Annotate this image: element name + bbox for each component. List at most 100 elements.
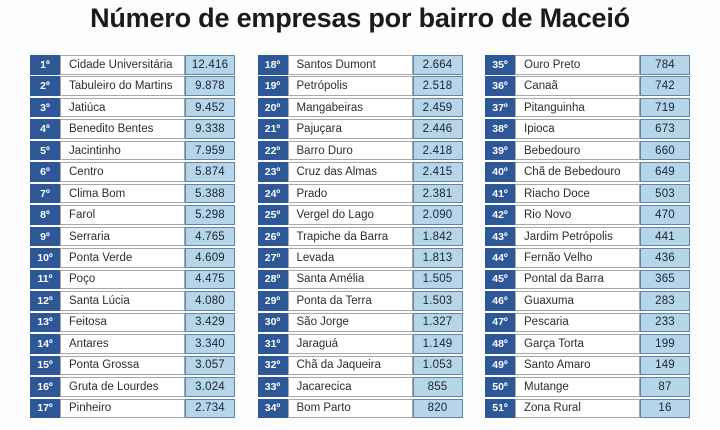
tables-container: 1º Cidade Universitária 12.416 2º Tabuleiro … bbox=[0, 55, 720, 418]
empresas-value-cell: 12.416 bbox=[185, 55, 235, 75]
bairro-name-cell: Mutange bbox=[515, 377, 640, 397]
bairro-name-cell: Jacarecica bbox=[287, 377, 413, 397]
empresas-value-cell: 441 bbox=[640, 226, 690, 247]
table-row: 14º Antares 3.340 bbox=[30, 334, 235, 354]
bairro-name-cell: Guaxuma bbox=[515, 291, 640, 311]
rank-cell: 51º bbox=[485, 398, 515, 418]
rank-cell: 50º bbox=[485, 377, 515, 397]
table-row: 50º Mutange 87 bbox=[485, 377, 690, 397]
empresas-value-cell: 3.024 bbox=[185, 377, 235, 397]
empresas-value-cell: 1.053 bbox=[412, 355, 463, 376]
empresas-value-cell: 4.765 bbox=[185, 226, 235, 247]
bairro-name-cell: Poço bbox=[60, 269, 185, 290]
table-row: 11º Poço 4.475 bbox=[30, 269, 235, 290]
bairro-name-cell: Ouro Preto bbox=[515, 55, 640, 75]
bairro-name-cell: Petrópolis bbox=[287, 76, 413, 96]
table-row: 41º Riacho Doce 503 bbox=[485, 183, 690, 204]
rank-cell: 11º bbox=[30, 269, 60, 290]
table-row: 23º Cruz das Almas 2.415 bbox=[257, 162, 463, 182]
empresas-value-cell: 3.057 bbox=[185, 355, 235, 376]
empresas-value-cell: 1.503 bbox=[412, 291, 463, 311]
empresas-value-cell: 784 bbox=[640, 55, 690, 75]
rank-cell: 15º bbox=[30, 355, 60, 376]
rank-cell: 12º bbox=[30, 291, 60, 311]
rank-cell: 34º bbox=[257, 398, 288, 418]
bairro-name-cell: Ponta da Terra bbox=[287, 291, 413, 311]
empresas-value-cell: 1.813 bbox=[412, 248, 463, 268]
bairro-name-cell: Barro Duro bbox=[287, 140, 413, 161]
bairro-name-cell: Santa Amélia bbox=[287, 269, 413, 290]
rank-cell: 26º bbox=[257, 226, 288, 247]
rank-cell: 3º bbox=[30, 97, 60, 118]
table-row: 20º Mangabeiras 2.459 bbox=[257, 97, 463, 118]
rank-cell: 14º bbox=[30, 334, 60, 354]
empresas-value-cell: 855 bbox=[412, 377, 463, 397]
empresas-value-cell: 7.959 bbox=[185, 140, 235, 161]
empresas-value-cell: 149 bbox=[640, 355, 690, 376]
empresas-value-cell: 649 bbox=[640, 162, 690, 182]
bairro-name-cell: Canaã bbox=[515, 76, 640, 96]
empresas-value-cell: 4.080 bbox=[185, 291, 235, 311]
table-row: 24º Prado 2.381 bbox=[257, 183, 463, 204]
rank-cell: 24º bbox=[257, 183, 288, 204]
rank-cell: 1º bbox=[30, 55, 60, 75]
empresas-value-cell: 9.878 bbox=[185, 76, 235, 96]
rank-cell: 4º bbox=[30, 119, 60, 139]
table-row: 2º Tabuleiro do Martins 9.878 bbox=[30, 76, 235, 96]
rank-cell: 44º bbox=[485, 248, 515, 268]
table-row: 39º Bebedouro 660 bbox=[485, 140, 690, 161]
rank-cell: 30º bbox=[257, 312, 288, 333]
bairro-name-cell: Serraria bbox=[60, 226, 185, 247]
table-row: 47º Pescaria 233 bbox=[485, 312, 690, 333]
rank-cell: 27º bbox=[257, 248, 288, 268]
empresas-value-cell: 2.418 bbox=[412, 140, 463, 161]
empresas-value-cell: 2.090 bbox=[412, 205, 463, 225]
empresas-value-cell: 5.298 bbox=[185, 205, 235, 225]
rank-cell: 32º bbox=[257, 355, 288, 376]
ranking-table-3: 35º Ouro Preto 784 36º Canaã 742 37º Pitanguinh… bbox=[485, 55, 690, 418]
bairro-name-cell: Pescaria bbox=[515, 312, 640, 333]
bairro-name-cell: Ponta Grossa bbox=[60, 355, 185, 376]
bairro-name-cell: Centro bbox=[60, 162, 185, 182]
table-row: 33º Jacarecica 855 bbox=[257, 377, 463, 397]
bairro-name-cell: Fernão Velho bbox=[515, 248, 640, 268]
rank-cell: 47º bbox=[485, 312, 515, 333]
rank-cell: 33º bbox=[257, 377, 288, 397]
ranking-table-1: 1º Cidade Universitária 12.416 2º Tabuleiro … bbox=[30, 55, 235, 418]
table-row: 13º Feitosa 3.429 bbox=[30, 312, 235, 333]
rank-cell: 43º bbox=[485, 226, 515, 247]
bairro-name-cell: Farol bbox=[60, 205, 185, 225]
rank-cell: 7º bbox=[30, 183, 60, 204]
empresas-value-cell: 1.505 bbox=[412, 269, 463, 290]
bairro-name-cell: Feitosa bbox=[60, 312, 185, 333]
empresas-value-cell: 4.475 bbox=[185, 269, 235, 290]
table-row: 5º Jacintinho 7.959 bbox=[30, 140, 235, 161]
table-row: 10º Ponta Verde 4.609 bbox=[30, 248, 235, 268]
empresas-value-cell: 283 bbox=[640, 291, 690, 311]
empresas-value-cell: 503 bbox=[640, 183, 690, 204]
table-row: 37º Pitanguinha 719 bbox=[485, 97, 690, 118]
empresas-value-cell: 2.664 bbox=[412, 55, 463, 75]
rank-cell: 8º bbox=[30, 205, 60, 225]
empresas-value-cell: 199 bbox=[640, 334, 690, 354]
table-row: 18º Santos Dumont 2.664 bbox=[257, 55, 463, 75]
empresas-value-cell: 87 bbox=[640, 377, 690, 397]
rank-cell: 19º bbox=[257, 76, 288, 96]
table-row: 48º Garça Torta 199 bbox=[485, 334, 690, 354]
rank-cell: 38º bbox=[485, 119, 515, 139]
bairro-name-cell: Vergel do Lago bbox=[287, 205, 413, 225]
bairro-name-cell: Cruz das Almas bbox=[287, 162, 413, 182]
bairro-name-cell: Pinheiro bbox=[60, 398, 185, 418]
table-row: 49º Santo Amaro 149 bbox=[485, 355, 690, 376]
table-row: 43º Jardim Petrópolis 441 bbox=[485, 226, 690, 247]
bairro-name-cell: Clima Bom bbox=[60, 183, 185, 204]
table-row: 22º Barro Duro 2.418 bbox=[257, 140, 463, 161]
table-row: 32º Chã da Jaqueira 1.053 bbox=[257, 355, 463, 376]
empresas-value-cell: 1.842 bbox=[412, 226, 463, 247]
empresas-value-cell: 9.338 bbox=[185, 119, 235, 139]
empresas-value-cell: 2.734 bbox=[185, 398, 235, 418]
table-row: 40º Chã de Bebedouro 649 bbox=[485, 162, 690, 182]
rank-cell: 48º bbox=[485, 334, 515, 354]
rank-cell: 29º bbox=[257, 291, 288, 311]
bairro-name-cell: Cidade Universitária bbox=[60, 55, 185, 75]
